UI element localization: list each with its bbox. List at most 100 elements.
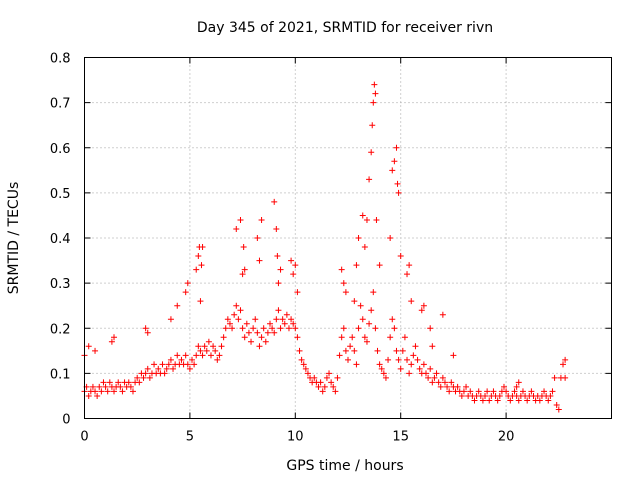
grid <box>84 57 612 419</box>
data-point <box>241 266 248 273</box>
data-point <box>484 388 491 395</box>
data-point <box>108 338 115 345</box>
data-point <box>463 383 470 390</box>
data-point <box>397 253 404 260</box>
data-point <box>195 343 202 350</box>
data-point <box>178 356 185 363</box>
data-point <box>551 374 558 381</box>
data-point <box>370 289 377 296</box>
data-point <box>161 370 168 377</box>
data-point <box>197 298 204 305</box>
data-point <box>355 325 362 332</box>
data-point <box>323 374 330 381</box>
data-point <box>385 356 392 363</box>
data-point <box>155 365 162 372</box>
data-point <box>100 379 107 386</box>
data-point <box>285 325 292 332</box>
data-point <box>144 365 151 372</box>
data-point <box>374 347 381 354</box>
data-point <box>338 266 345 273</box>
data-point <box>401 334 408 341</box>
data-point <box>241 334 248 341</box>
data-point <box>294 289 301 296</box>
data-point <box>408 361 415 368</box>
data-point <box>290 320 297 327</box>
data-point <box>201 343 208 350</box>
data-point <box>136 379 143 386</box>
data-point <box>165 361 172 368</box>
data-point <box>92 388 99 395</box>
data-point <box>317 379 324 386</box>
data-point <box>448 379 455 386</box>
data-point <box>294 334 301 341</box>
data-point <box>486 397 493 404</box>
data-point <box>302 365 309 372</box>
data-point <box>85 392 92 399</box>
data-point <box>240 244 247 251</box>
y-tick-label: 0.2 <box>50 322 71 337</box>
data-point <box>142 325 149 332</box>
data-point <box>373 216 380 223</box>
data-point <box>562 356 569 363</box>
data-point <box>433 370 440 377</box>
data-point <box>300 361 307 368</box>
data-point <box>349 334 356 341</box>
data-point <box>420 361 427 368</box>
data-point <box>115 379 122 386</box>
data-point <box>366 320 373 327</box>
data-point <box>368 149 375 156</box>
data-point <box>395 189 402 196</box>
data-point <box>458 392 465 399</box>
data-point <box>319 388 326 395</box>
data-point <box>338 334 345 341</box>
data-point <box>119 388 126 395</box>
data-point <box>248 338 255 345</box>
data-point <box>369 122 376 129</box>
data-point <box>292 262 299 269</box>
data-point <box>167 356 174 363</box>
data-point <box>353 262 360 269</box>
data-point <box>111 388 118 395</box>
data-point <box>89 383 96 390</box>
data-point <box>163 365 170 372</box>
data-point <box>273 225 280 232</box>
data-point <box>342 347 349 354</box>
data-point <box>269 325 276 332</box>
data-point <box>315 383 322 390</box>
data-point <box>330 383 337 390</box>
data-point <box>336 352 343 359</box>
data-point <box>416 365 423 372</box>
data-point <box>404 356 411 363</box>
data-point <box>275 280 282 287</box>
data-point <box>199 244 206 251</box>
data-point <box>387 235 394 241</box>
data-point <box>368 307 375 314</box>
tick-labels: 0 5 10 15 20 0 0.1 0.2 0.3 0.4 0.5 0.6 0.7 0.8 <box>50 52 515 445</box>
x-axis-title: GPS time / hours <box>286 458 403 474</box>
data-point <box>482 392 489 399</box>
data-point <box>151 361 158 368</box>
y-tick-label: 0.8 <box>50 52 71 67</box>
data-point <box>361 244 368 251</box>
data-point <box>515 379 522 386</box>
data-point <box>326 370 333 377</box>
data-point <box>450 352 457 359</box>
data-point <box>182 352 189 359</box>
x-tick-label: 0 <box>80 430 88 445</box>
data-point <box>437 383 444 390</box>
data-point <box>347 343 354 350</box>
data-point <box>212 347 219 354</box>
data-point <box>198 262 205 269</box>
data-point <box>496 392 503 399</box>
data-point <box>427 365 434 372</box>
data-point <box>237 216 244 223</box>
data-point <box>404 271 411 278</box>
data-point <box>503 388 510 395</box>
data-point <box>366 176 373 183</box>
data-point <box>357 302 364 309</box>
data-point <box>391 325 398 332</box>
data-point <box>288 257 295 264</box>
data-point <box>210 343 217 350</box>
y-tick-label: 0.4 <box>50 232 71 247</box>
data-point <box>471 397 478 404</box>
